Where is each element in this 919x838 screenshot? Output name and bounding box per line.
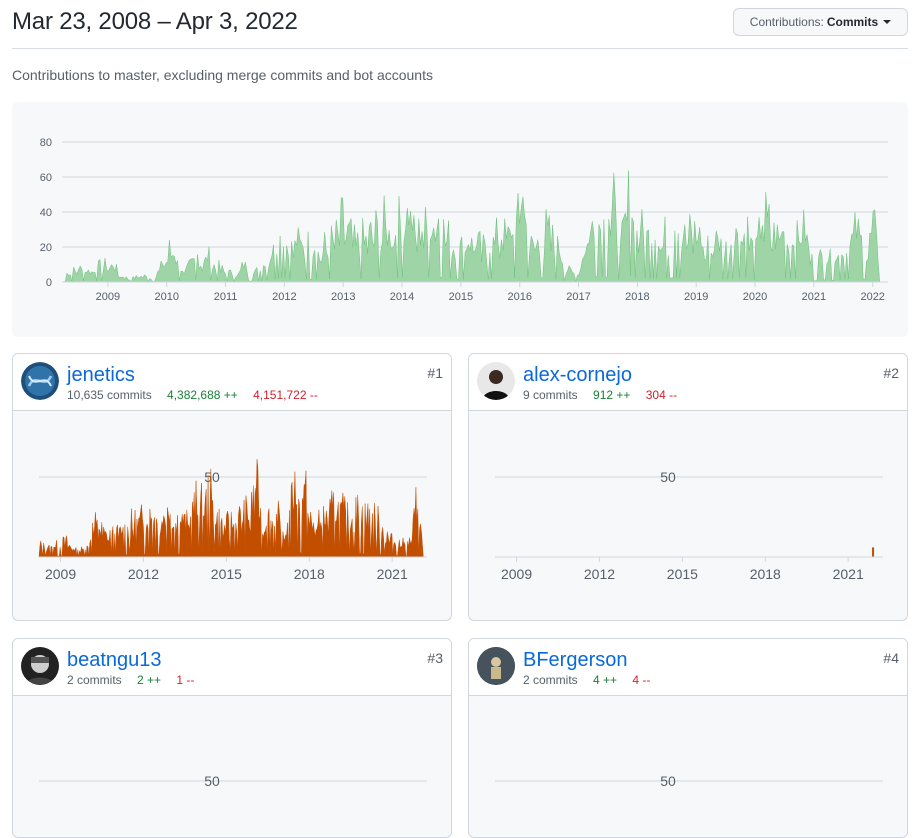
y-tick-label: 50 — [204, 469, 220, 485]
person-photo-avatar-icon[interactable] — [477, 362, 515, 400]
contributor-card-header: alex-cornejo 9 commits 912 ++ 304 -- #2 — [469, 354, 907, 411]
contributor-name-link[interactable]: alex-cornejo — [523, 364, 632, 386]
x-tick-label: 2012 — [584, 566, 615, 582]
contributor-card-header: beatngu13 2 commits 2 ++ 1 -- #3 — [13, 639, 451, 696]
commit-count[interactable]: 10,635 commits — [67, 388, 152, 402]
contributor-rank: #2 — [883, 365, 899, 381]
contributions-area — [38, 459, 427, 558]
x-tick-label: 2021 — [377, 566, 408, 582]
x-tick-label: 2009 — [45, 566, 76, 582]
x-tick-label: 2012 — [128, 566, 159, 582]
contributor-rank: #1 — [427, 365, 443, 381]
x-tick-label: 2011 — [214, 291, 238, 303]
y-tick-label: 60 — [40, 172, 52, 184]
contributor-card-2: alex-cornejo 9 commits 912 ++ 304 -- #2 … — [468, 353, 908, 621]
x-tick-label: 2018 — [294, 566, 325, 582]
additions-count: 4,382,688 ++ — [167, 388, 238, 402]
contributions-area — [872, 547, 875, 557]
contributor-name-link[interactable]: BFergerson — [523, 649, 628, 671]
date-range-title: Mar 23, 2008 – Apr 3, 2022 — [12, 8, 298, 35]
contributor-chart: 50 — [39, 773, 427, 789]
contributor-name-link[interactable]: beatngu13 — [67, 649, 162, 671]
y-tick-label: 50 — [660, 773, 676, 789]
x-tick-label: 2018 — [625, 291, 649, 303]
x-tick-label: 2015 — [667, 566, 698, 582]
deletions-count: 4,151,722 -- — [253, 388, 318, 402]
contributor-chart: 50 2009 2012 2015 2018 2021 — [38, 459, 427, 582]
contributor-stats: 2 commits 4 ++ 4 -- — [523, 673, 650, 687]
x-tick-label: 2015 — [211, 566, 242, 582]
deletions-count: 1 -- — [176, 673, 195, 687]
additions-count: 912 ++ — [593, 388, 631, 402]
additions-count: 2 ++ — [137, 673, 162, 687]
deletions-count: 304 -- — [645, 388, 678, 402]
contributor-chart: 50 2009 2012 2015 2018 2021 — [495, 469, 883, 582]
contributor-chart: 50 — [495, 773, 883, 789]
y-tick-label: 20 — [40, 242, 52, 254]
deletions-count: 4 -- — [632, 673, 651, 687]
x-tick-label: 2012 — [272, 291, 296, 303]
additions-count: 4 ++ — [593, 673, 618, 687]
x-tick-label: 2017 — [566, 291, 590, 303]
y-tick-label: 50 — [204, 773, 220, 789]
contributions-area — [62, 170, 888, 283]
person-photo-avatar-icon[interactable] — [21, 647, 59, 685]
contributor-card-header: BFergerson 2 commits 4 ++ 4 -- #4 — [469, 639, 907, 696]
contributor-name-link[interactable]: jenetics — [67, 364, 135, 386]
contributor-card-header: jenetics 10,635 commits 4,382,688 ++ 4,1… — [13, 354, 451, 411]
contributor-rank: #4 — [883, 650, 899, 666]
x-tick-label: 2016 — [507, 291, 531, 303]
x-tick-label: 2018 — [750, 566, 781, 582]
x-tick-label: 2009 — [501, 566, 532, 582]
x-tick-label: 2021 — [833, 566, 864, 582]
contributions-type-select[interactable]: Contributions: Commits — [733, 8, 908, 36]
x-tick-label: 2019 — [684, 291, 708, 303]
select-label: Contributions: — [749, 15, 824, 29]
commit-count[interactable]: 9 commits — [523, 388, 578, 402]
caret-down-icon — [883, 20, 892, 24]
x-tick-label: 2010 — [154, 291, 178, 303]
overview-chart-svg: 0 20 40 60 80 2009 2010 2011 2012 2013 2014 2015 201… — [40, 137, 888, 303]
y-tick-label: 80 — [40, 137, 52, 149]
contributions-subtitle: Contributions to master, excluding merge… — [12, 67, 433, 83]
x-tick-label: 2015 — [449, 291, 473, 303]
x-tick-label: 2013 — [331, 291, 355, 303]
x-tick-label: 2021 — [802, 291, 826, 303]
x-tick-label: 2014 — [390, 291, 414, 303]
y-tick-label: 50 — [660, 469, 676, 485]
contributor-card-1: jenetics 10,635 commits 4,382,688 ++ 4,1… — [12, 353, 452, 621]
x-tick-label: 2022 — [860, 291, 884, 303]
contributor-card-3: beatngu13 2 commits 2 ++ 1 -- #3 50 — [12, 638, 452, 838]
x-tick-label: 2009 — [96, 291, 120, 303]
contributor-rank: #3 — [427, 650, 443, 666]
person-photo-avatar-icon[interactable] — [477, 647, 515, 685]
commit-count[interactable]: 2 commits — [523, 673, 578, 687]
page-header: Mar 23, 2008 – Apr 3, 2022 Contributions… — [12, 0, 908, 49]
helix-avatar-icon[interactable] — [21, 362, 59, 400]
x-tick-label: 2020 — [743, 291, 767, 303]
y-tick-label: 0 — [46, 277, 52, 289]
contributor-stats: 9 commits 912 ++ 304 -- — [523, 388, 677, 402]
overview-chart[interactable]: 0 20 40 60 80 2009 2010 2011 2012 2013 2014 2015 201… — [12, 102, 908, 337]
y-tick-label: 40 — [40, 207, 52, 219]
contributor-card-4: BFergerson 2 commits 4 ++ 4 -- #4 50 — [468, 638, 908, 838]
contributor-stats: 10,635 commits 4,382,688 ++ 4,151,722 -- — [67, 388, 318, 402]
commit-count[interactable]: 2 commits — [67, 673, 122, 687]
select-value: Commits — [826, 15, 879, 29]
contributor-stats: 2 commits 2 ++ 1 -- — [67, 673, 194, 687]
